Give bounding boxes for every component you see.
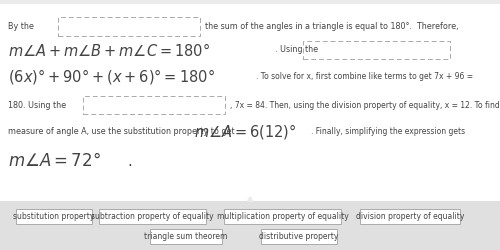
Text: multiplication property of equality: multiplication property of equality	[216, 212, 348, 221]
FancyBboxPatch shape	[98, 209, 206, 224]
Text: $m\angle A = 6(12)°$: $m\angle A = 6(12)°$	[194, 122, 296, 141]
Text: triangle sum theorem: triangle sum theorem	[144, 232, 228, 241]
Bar	[58, 16, 200, 36]
Text: subtraction property of equality: subtraction property of equality	[91, 212, 214, 221]
Text: $m\angle A + m\angle B + m\angle C = 180°$: $m\angle A + m\angle B + m\angle C = 180…	[8, 42, 209, 58]
Text: , 7x = 84. Then, using the division property of equality, x = 12. To find the: , 7x = 84. Then, using the division prop…	[230, 100, 500, 110]
Text: division property of equality: division property of equality	[356, 212, 464, 221]
Bar	[302, 41, 450, 59]
FancyBboxPatch shape	[224, 209, 341, 224]
Text: By the: By the	[8, 22, 34, 31]
Text: 180. Using the: 180. Using the	[8, 100, 66, 110]
FancyBboxPatch shape	[150, 229, 222, 244]
Text: . Using the: . Using the	[275, 46, 318, 54]
FancyBboxPatch shape	[0, 4, 500, 201]
Text: $m\angle A = 72°$: $m\angle A = 72°$	[8, 152, 100, 170]
FancyBboxPatch shape	[0, 201, 500, 250]
Text: . To solve for x, first combine like terms to get 7x + 96 =: . To solve for x, first combine like ter…	[256, 72, 473, 81]
Text: measure of angle A, use the substitution property to get: measure of angle A, use the substitution…	[8, 127, 234, 136]
Polygon shape	[248, 197, 252, 201]
FancyBboxPatch shape	[360, 209, 460, 224]
Text: .: .	[128, 154, 132, 169]
Text: $(6x)° + 90° + (x + 6)° = 180°$: $(6x)° + 90° + (x + 6)° = 180°$	[8, 67, 214, 86]
FancyBboxPatch shape	[261, 229, 337, 244]
Text: . Finally, simplifying the expression gets: . Finally, simplifying the expression ge…	[311, 127, 465, 136]
Bar	[82, 96, 225, 114]
FancyBboxPatch shape	[16, 209, 92, 224]
Text: substitution property: substitution property	[14, 212, 94, 221]
Text: the sum of the angles in a triangle is equal to 180°.  Therefore,: the sum of the angles in a triangle is e…	[205, 22, 459, 31]
Text: distributive property: distributive property	[260, 232, 338, 241]
